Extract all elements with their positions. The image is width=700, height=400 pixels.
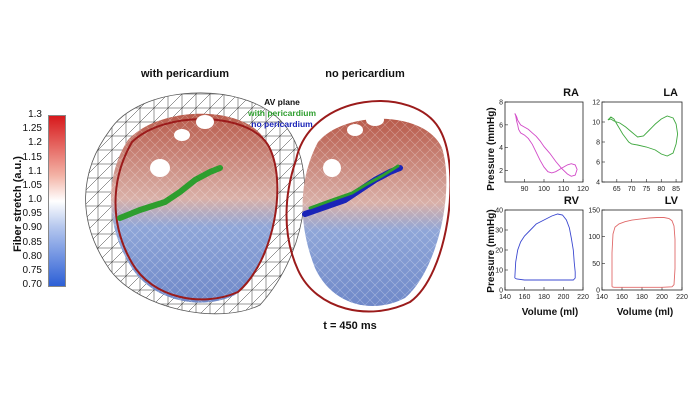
y-tick-label: 10 [592,120,600,127]
x-tick-label: 160 [519,294,531,301]
x-tick-label: 120 [577,186,589,193]
x-tick-label: 180 [636,294,648,301]
x-tick-label: 70 [628,186,636,193]
chart-title: LA [663,87,678,99]
y-tick-label: 6 [596,160,600,167]
pv-chart-lv: 140 160 180 200 220 0 50 100 150 LV [588,195,688,301]
heart-no-pericardium [285,100,450,313]
colorbar-tick-label: 0.80 [22,250,42,262]
y-tick-label: 8 [499,100,503,107]
x-tick-label: 180 [538,294,550,301]
pv-loop-line [514,213,576,281]
volume-axis-title-rv: Volume (ml) [521,307,579,318]
av-plane-legend: AV plane with pericardium no pericardium [232,97,332,130]
y-tick-label: 50 [592,261,600,268]
colorbar-tick-label: 0.95 [22,208,42,220]
y-tick-label: 20 [495,248,503,255]
colorbar-ticks: 1.3 1.25 1.2 1.15 1.1 1.05 1.0 0.95 0.90 0.85 0.80… [12,109,46,290]
x-tick-label: 220 [676,294,688,301]
volume-axis-title-lv: Volume (ml) [616,307,674,318]
colorbar-tick-label: 1.3 [28,109,42,120]
y-tick-label: 8 [596,140,600,147]
av-plane-legend-without: no pericardium [251,119,313,129]
x-tick-label: 65 [613,186,621,193]
y-tick-label: 6 [499,122,503,129]
y-tick-label: 40 [495,208,503,215]
plot-frame [601,209,683,291]
y-tick-label: 0 [499,288,503,295]
x-tick-label: 200 [558,294,570,301]
y-tick-label: 30 [495,228,503,235]
pv-loop-line [514,113,578,177]
x-tick-label: 200 [656,294,668,301]
y-tick-label: 2 [499,168,503,175]
heart-with-pericardium [85,92,306,315]
colorbar-tick-label: 1.1 [28,165,42,177]
chart-title: LV [665,195,679,207]
x-tick-label: 85 [672,186,680,193]
y-tick-label: 4 [499,145,503,152]
x-tick-label: 90 [521,186,529,193]
heart-illustrations [85,92,450,315]
y-tick-label: 10 [495,268,503,275]
pv-loop-line [611,217,676,288]
with-pericardium-title: with pericardium [140,68,230,80]
colorbar-tick-label: 1.0 [28,194,42,205]
y-tick-label: 150 [588,208,600,215]
plot-frame [601,101,683,183]
pv-chart-la: 65 70 75 80 85 4 6 8 10 12 LA [592,87,683,193]
y-tick-label: 12 [592,100,600,107]
plot-frame [504,101,584,183]
x-tick-label: 140 [596,294,608,301]
av-plane-legend-with: with pericardium [247,108,316,118]
x-tick-label: 100 [538,186,550,193]
pv-chart-ra: 90 100 110 120 2 4 6 8 RA [499,87,589,193]
chart-title: RV [564,195,580,207]
av-plane-legend-title: AV plane [264,97,300,107]
no-pericardium-title: no pericardium [325,68,405,80]
x-tick-label: 220 [577,294,589,301]
time-label: t = 450 ms [323,320,377,332]
colorbar-tick-label: 1.25 [22,123,42,135]
colorbar-tick-label: 0.75 [22,264,42,276]
plot-frame [504,209,584,291]
colorbar-tick-label: 0.90 [22,222,42,234]
x-tick-label: 160 [616,294,628,301]
colorbar-tick-label: 1.2 [28,137,42,149]
x-tick-label: 75 [643,186,651,193]
colorbar [48,115,66,287]
y-tick-label: 0 [596,288,600,295]
pv-chart-rv: 140 160 180 200 220 0 10 20 30 40 RV [495,195,589,301]
colorbar-tick-label: 1.05 [22,179,42,191]
y-tick-label: 100 [588,234,600,241]
colorbar-tick-label: 1.15 [22,151,42,163]
colorbar-tick-label: 0.70 [22,279,42,290]
x-tick-label: 140 [499,294,511,301]
y-tick-label: 4 [596,180,600,187]
chart-title: RA [563,87,579,99]
x-tick-label: 80 [657,186,665,193]
pv-loop-line [607,115,679,157]
x-tick-label: 110 [558,186,569,193]
colorbar-tick-label: 0.85 [22,236,42,248]
